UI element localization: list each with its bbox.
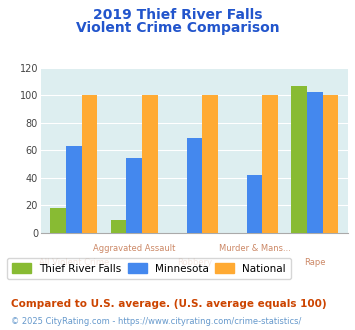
Bar — [50, 208, 66, 233]
Text: All Violent Crime: All Violent Crime — [39, 258, 109, 267]
Bar — [66, 146, 82, 233]
Bar — [323, 95, 338, 233]
Text: Aggravated Assault: Aggravated Assault — [93, 244, 175, 253]
Text: Violent Crime Comparison: Violent Crime Comparison — [76, 21, 279, 35]
Bar — [186, 138, 202, 233]
Bar — [126, 158, 142, 233]
Bar — [82, 95, 97, 233]
Bar — [307, 92, 323, 233]
Bar — [202, 95, 218, 233]
Bar — [262, 95, 278, 233]
Text: © 2025 CityRating.com - https://www.cityrating.com/crime-statistics/: © 2025 CityRating.com - https://www.city… — [11, 317, 301, 326]
Bar — [111, 220, 126, 233]
Legend: Thief River Falls, Minnesota, National: Thief River Falls, Minnesota, National — [7, 258, 291, 279]
Text: Robbery: Robbery — [177, 258, 212, 267]
Text: Rape: Rape — [304, 258, 326, 267]
Text: 2019 Thief River Falls: 2019 Thief River Falls — [93, 8, 262, 22]
Text: Murder & Mans...: Murder & Mans... — [219, 244, 290, 253]
Text: Compared to U.S. average. (U.S. average equals 100): Compared to U.S. average. (U.S. average … — [11, 299, 326, 309]
Bar — [142, 95, 158, 233]
Bar — [291, 85, 307, 233]
Bar — [247, 175, 262, 233]
